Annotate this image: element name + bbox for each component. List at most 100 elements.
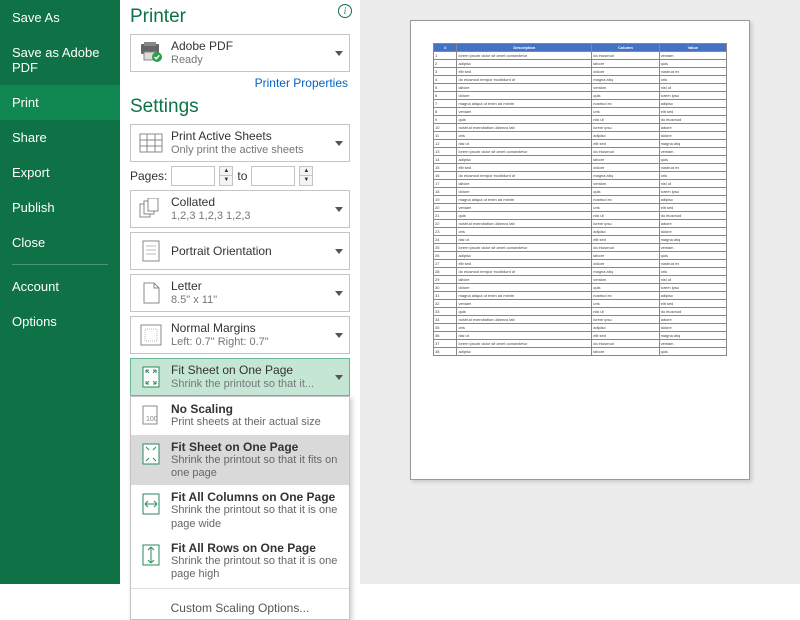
printer-selector[interactable]: Adobe PDF Ready: [130, 34, 350, 72]
preview-cell: nisi ut: [457, 140, 592, 148]
preview-row: 9quisnisi utdo eiusmod: [434, 116, 727, 124]
preview-cell: oris: [659, 268, 726, 276]
preview-cell: quis: [457, 308, 592, 316]
preview-cell: oris: [457, 132, 592, 140]
scaling-opt-no-scaling[interactable]: 100 No Scaling Print sheets at their act…: [131, 397, 349, 435]
preview-cell: 30: [434, 284, 457, 292]
preview-cell: nostrud ex: [659, 260, 726, 268]
scaling-opt-fit-sheet[interactable]: Fit Sheet on One Page Shrink the printou…: [131, 435, 349, 485]
preview-table: #DescriptionColumnValue 1lorem ipsum dol…: [433, 43, 727, 356]
pages-to-input[interactable]: [251, 166, 295, 186]
sidebar-item-close[interactable]: Close: [0, 225, 120, 260]
printer-status: Ready: [171, 54, 331, 67]
preview-cell: veniam: [592, 84, 659, 92]
pages-to-spinner[interactable]: ▲▼: [299, 166, 313, 186]
preview-cell: do eiusmod: [659, 212, 726, 220]
preview-cell: 21: [434, 212, 457, 220]
preview-cell: 37: [434, 340, 457, 348]
no-scaling-icon: 100: [137, 402, 165, 430]
preview-cell: oris: [659, 172, 726, 180]
sidebar-item-export[interactable]: Export: [0, 155, 120, 190]
paper-size-selector[interactable]: Letter 8.5" x 11": [130, 274, 350, 312]
preview-cell: magna aliq: [659, 236, 726, 244]
preview-cell: veniam: [659, 148, 726, 156]
preview-cell: 16: [434, 172, 457, 180]
preview-row: 2adipisclaborequis: [434, 60, 727, 68]
margins-selector[interactable]: Normal Margins Left: 0.7" Right: 0.7": [130, 316, 350, 354]
preview-cell: 7: [434, 100, 457, 108]
preview-row: 25lorem ipsum dolor sit amet consectetur…: [434, 244, 727, 252]
pages-from-spinner[interactable]: ▲▼: [219, 166, 233, 186]
preview-cell: elit sed: [592, 236, 659, 244]
custom-scaling-link[interactable]: Custom Scaling Options...: [131, 591, 349, 619]
preview-cell: labore: [659, 124, 726, 132]
sidebar-item-share[interactable]: Share: [0, 120, 120, 155]
scaling-title: Fit Sheet on One Page: [171, 363, 331, 377]
collation-selector[interactable]: Collated 1,2,3 1,2,3 1,2,3: [130, 190, 350, 228]
preview-cell: 6: [434, 92, 457, 100]
portrait-icon: [137, 237, 165, 265]
preview-row: 10nostrud exercitation ullamco lablorem …: [434, 124, 727, 132]
preview-cell: quis: [592, 92, 659, 100]
preview-cell: dolore: [457, 188, 592, 196]
preview-cell: veniam: [457, 204, 592, 212]
pages-from-input[interactable]: [171, 166, 215, 186]
preview-cell: adipisc: [659, 292, 726, 300]
sidebar-item-print[interactable]: Print: [0, 85, 120, 120]
preview-row: 26adipisclaborequis: [434, 252, 727, 260]
orientation-selector[interactable]: Portrait Orientation: [130, 232, 350, 270]
opt-sub: Shrink the printout so that it is one pa…: [171, 504, 343, 530]
printer-properties-link[interactable]: Printer Properties: [130, 76, 348, 90]
collated-icon: [137, 195, 165, 223]
preview-cell: labore: [592, 348, 659, 356]
preview-cell: 8: [434, 108, 457, 116]
preview-cell: labore: [592, 60, 659, 68]
print-what-selector[interactable]: Print Active Sheets Only print the activ…: [130, 124, 350, 162]
printer-icon: [137, 39, 165, 67]
preview-cell: elit sed: [592, 332, 659, 340]
preview-cell: 25: [434, 244, 457, 252]
preview-cell: dolore: [659, 228, 726, 236]
preview-cell: nostrud ex: [659, 68, 726, 76]
preview-cell: do eiusmod tempor incididunt ut: [457, 76, 592, 84]
preview-cell: 27: [434, 260, 457, 268]
paper-icon: [137, 279, 165, 307]
preview-cell: magna aliq: [592, 76, 659, 84]
preview-cell: nisi ut: [592, 212, 659, 220]
opt-sub: Print sheets at their actual size: [171, 416, 321, 429]
preview-cell: elit sed: [457, 260, 592, 268]
sidebar-item-options[interactable]: Options: [0, 304, 120, 339]
scaling-opt-fit-rows[interactable]: Fit All Rows on One Page Shrink the prin…: [131, 536, 349, 586]
sidebar-item-publish[interactable]: Publish: [0, 190, 120, 225]
preview-cell: dolore: [659, 324, 726, 332]
preview-row: 15elit seddolorenostrud ex: [434, 164, 727, 172]
sidebar-item-account[interactable]: Account: [0, 269, 120, 304]
preview-cell: nostrud ex: [592, 292, 659, 300]
dropdown-divider: [131, 588, 349, 589]
preview-cell: labore: [592, 252, 659, 260]
sidebar-item-save-adobe-pdf[interactable]: Save as Adobe PDF: [0, 35, 120, 85]
preview-row: 32veniamoriselit sed: [434, 300, 727, 308]
preview-cell: adipisc: [592, 132, 659, 140]
preview-cell: quis: [592, 188, 659, 196]
preview-cell: do eiusmod tempor incididunt ut: [457, 172, 592, 180]
preview-cell: nostrud ex: [659, 164, 726, 172]
preview-th: #: [434, 44, 457, 52]
preview-row: 8veniamoriselit sed: [434, 108, 727, 116]
preview-cell: lorem ipsum dolor sit amet consectetur: [457, 340, 592, 348]
preview-row: 5laboreveniamnisi ut: [434, 84, 727, 92]
print-settings-panel: i Printer Adobe PDF Ready Printer Proper…: [120, 0, 360, 584]
preview-row: 1lorem ipsum dolor sit amet consecteturd…: [434, 52, 727, 60]
chevron-down-icon: [335, 375, 343, 380]
preview-cell: veniam: [592, 180, 659, 188]
preview-cell: 36: [434, 332, 457, 340]
preview-cell: nisi ut: [457, 332, 592, 340]
preview-cell: elit sed: [457, 68, 592, 76]
preview-row: 12nisi utelit sedmagna aliq: [434, 140, 727, 148]
sidebar-item-save-as[interactable]: Save As: [0, 0, 120, 35]
scaling-selector[interactable]: Fit Sheet on One Page Shrink the printou…: [130, 358, 350, 396]
preview-cell: nisi ut: [457, 236, 592, 244]
preview-cell: 32: [434, 300, 457, 308]
info-icon[interactable]: i: [338, 4, 352, 18]
scaling-opt-fit-cols[interactable]: Fit All Columns on One Page Shrink the p…: [131, 485, 349, 535]
